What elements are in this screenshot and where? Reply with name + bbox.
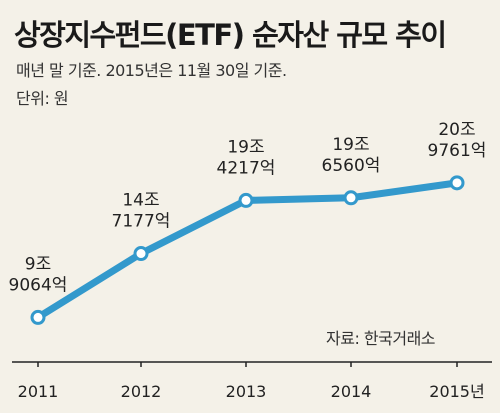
x-tick-label: 2013: [226, 382, 267, 401]
data-label: 20조 9761억: [428, 120, 487, 161]
data-point: [343, 190, 359, 206]
x-tick-label: 2015년: [429, 382, 484, 401]
data-label: 19조 4217억: [217, 137, 276, 178]
x-tick-label: 2014: [331, 382, 372, 401]
page-title: 상장지수펀드(ETF) 순자산 규모 추이: [14, 18, 447, 52]
unit-label: 단위: 원: [16, 89, 69, 108]
chart-subtitle: 매년 말 기준. 2015년은 11월 30일 기준.: [16, 61, 287, 80]
data-point: [449, 175, 465, 191]
data-label: 19조 6560억: [322, 135, 381, 176]
data-label: 9조 9064억: [9, 254, 68, 295]
data-point: [133, 246, 149, 262]
x-tick-label: 2012: [121, 382, 162, 401]
x-tick-label: 2011: [18, 382, 59, 401]
data-point: [238, 192, 254, 208]
data-label: 14조 7177억: [112, 191, 171, 232]
data-point: [30, 309, 46, 325]
source-label: 자료: 한국거래소: [326, 329, 436, 348]
